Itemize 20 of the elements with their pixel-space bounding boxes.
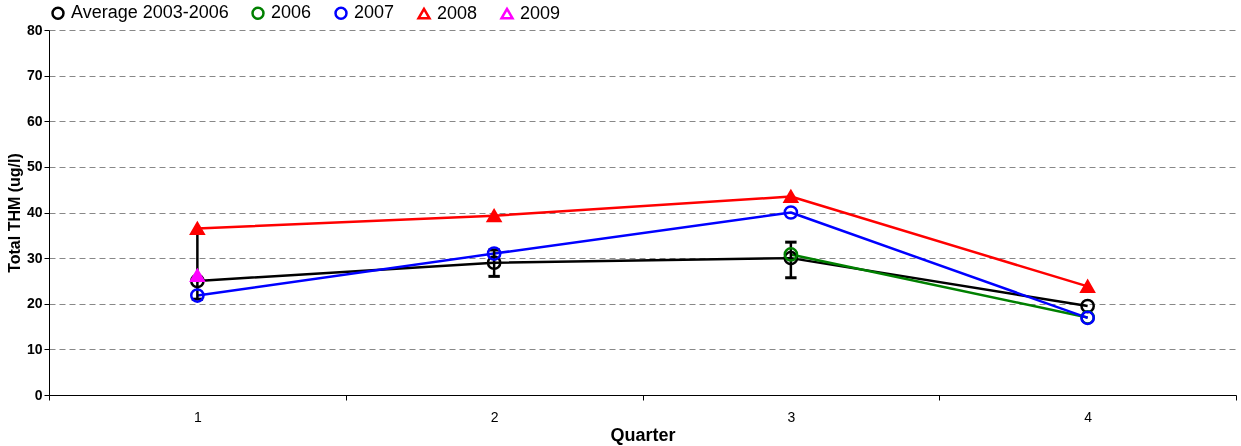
legend-label: Average 2003-2006 [71, 2, 229, 23]
y-tick-label: 80 [26, 21, 43, 38]
y-tick-label: 30 [26, 249, 43, 266]
y-tick-label: 50 [26, 158, 43, 175]
x-tick-label: 3 [787, 408, 796, 425]
x-tick-label: 1 [193, 408, 202, 425]
legend-label: 2006 [271, 2, 312, 23]
y-tick-label: 0 [34, 386, 43, 403]
y-tick-label: 20 [26, 295, 43, 312]
x-tick-label: 2 [490, 408, 499, 425]
y-tick-label: 70 [26, 67, 43, 84]
y-tick-label: 60 [26, 112, 43, 129]
y-tick-label: 10 [26, 340, 43, 357]
legend-label: 2008 [437, 2, 478, 23]
y-tick-label: 40 [26, 204, 43, 220]
legend-label: 2009 [520, 2, 561, 23]
x-axis-title: Quarter [610, 424, 676, 445]
x-tick-label: 4 [1084, 408, 1093, 425]
legend-label: 2007 [354, 2, 395, 23]
y-axis-title: Total THM (ug/l) [5, 153, 23, 273]
